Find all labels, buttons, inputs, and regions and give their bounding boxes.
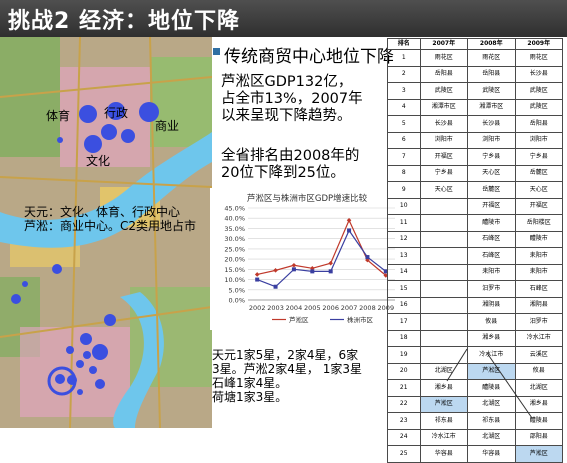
map-label-tiyu: 体育 <box>46 109 71 123</box>
y-tick-label: 40.0% <box>224 215 245 223</box>
table-row: 19 冷水江市 云溪区 <box>387 346 563 364</box>
table-row: 17 攸县 汨罗市 <box>387 313 563 331</box>
county-cell: 芦淞区 <box>419 395 468 413</box>
x-tick-label: 2006 <box>322 304 339 312</box>
header-2008: 2008年 <box>467 38 516 50</box>
y-tick-label: 25.0% <box>224 245 245 253</box>
x-tick-label: 2007 <box>341 304 358 312</box>
ranking-table: 排名 2007年 2008年 2009年 1 雨花区 雨花区 雨花区 2 岳阳县 岳阳县 长沙… <box>387 38 563 463</box>
y-tick-label: 20.0% <box>224 256 245 264</box>
table-row: 9 天心区 岳麓区 天心区 <box>387 181 563 199</box>
table-row: 25 华容县 华容县 芦淞区 <box>387 445 563 463</box>
hotel-stats-text: 天元1家5星，2家4星，6家 3星。芦淞2家4星， 1家3星 石峰1家4星。 荷… <box>212 348 362 404</box>
table-row: 14 耒阳市 耒阳市 <box>387 263 563 281</box>
rank-cell: 25 <box>387 445 421 463</box>
data-point <box>254 272 260 277</box>
data-point <box>291 262 297 268</box>
county-cell: 冷水江市 <box>514 329 563 347</box>
city-map: 体育 行政 商业 文化 天元：文化、体育、行政中心 芦淞：商业中心。C2类用地占… <box>0 37 212 428</box>
county-cell: 云溪区 <box>514 346 563 364</box>
data-point <box>365 255 370 260</box>
data-point <box>291 267 296 272</box>
data-point <box>328 269 333 274</box>
chart-title: 芦淞区与株洲市区GDP增速比较 <box>247 193 368 204</box>
x-tick-label: 2002 <box>249 304 266 312</box>
map-caption: 天元：文化、体育、行政中心 芦淞：商业中心。C2类用地占市 <box>24 205 197 233</box>
arrow-2008-2009 <box>486 352 533 419</box>
data-point <box>310 269 315 274</box>
data-point <box>273 268 278 273</box>
series-line <box>256 229 387 288</box>
x-tick-label: 2008 <box>359 304 376 312</box>
county-cell: 北湖区 <box>467 428 516 446</box>
map-image <box>0 37 212 428</box>
table-row: 22 芦淞区 北湖区 湘乡县 <box>387 395 563 413</box>
data-point <box>383 269 388 274</box>
paragraph-gdp: 芦淞区GDP132亿， 占全市13%，2007年 以来呈现下降趋势。 <box>221 74 363 124</box>
rank-arrows <box>446 348 533 419</box>
square-bullet-icon <box>213 48 220 55</box>
paragraph-ranking: 全省排名由2008年的 20位下降到25位。 <box>221 148 360 181</box>
map-label-xingzheng: 行政 <box>104 106 129 120</box>
data-point <box>347 228 352 233</box>
county-cell: 攸县 <box>514 362 563 380</box>
table-row: 10 开福区 开福区 <box>387 197 563 215</box>
x-tick-label: 2005 <box>304 304 321 312</box>
header-2009: 2009年 <box>514 38 563 50</box>
legend-label: 芦淞区 <box>289 315 309 324</box>
bullet-title: 传统商贸中心地位下降 <box>224 47 394 67</box>
data-point <box>255 277 260 282</box>
table-row: 16 湘阴县 湘阴县 <box>387 296 563 314</box>
slide-title: 挑战2 经济：地位下降 <box>8 9 240 34</box>
header-2007: 2007年 <box>419 38 468 50</box>
y-tick-label: 30.0% <box>224 235 245 243</box>
map-label-shangye: 商业 <box>155 119 180 133</box>
table-row: 18 湘乡县 冷水江市 <box>387 329 563 347</box>
y-tick-label: 45.0% <box>224 205 245 213</box>
county-cell: 华容县 <box>467 445 516 463</box>
county-cell: 冷水江市 <box>419 428 468 446</box>
rank-cell: 24 <box>387 428 421 446</box>
table-row: 20 北湖区 芦淞区 攸县 <box>387 362 563 380</box>
y-tick-label: 5.0% <box>228 286 245 294</box>
county-cell: 芦淞区 <box>467 362 516 380</box>
county-cell: 邵阳县 <box>514 428 563 446</box>
data-point <box>273 284 278 289</box>
x-tick-label: 2009 <box>378 304 395 312</box>
y-tick-label: 0.0% <box>228 297 245 305</box>
data-point <box>328 260 333 266</box>
county-cell: 芦淞区 <box>514 445 563 463</box>
header-rank: 排名 <box>387 38 421 50</box>
legend-label: 株洲市区 <box>347 315 374 324</box>
x-tick-label: 2004 <box>286 304 303 312</box>
title-bar: 挑战2 经济：地位下降 <box>0 0 567 37</box>
table-row: 4 湘潭市区 湘潭市区 武陵区 <box>387 98 563 116</box>
table-row: 23 祁东县 祁东县 醴陵县 <box>387 412 563 430</box>
county-cell: 华容县 <box>419 445 468 463</box>
gdp-growth-chart: 芦淞区与株洲市区GDP增速比较 0.0% 5.0% 10.0% 15.0% 20.0% 25… <box>210 188 405 330</box>
map-label-wenhua: 文化 <box>86 154 111 168</box>
y-tick-label: 35.0% <box>224 225 245 233</box>
y-tick-label: 15.0% <box>224 266 245 274</box>
x-tick-label: 2003 <box>267 304 284 312</box>
y-tick-label: 10.0% <box>224 276 245 284</box>
table-row: 2 岳阳县 岳阳县 长沙县 <box>387 65 563 83</box>
chart-svg: 芦淞区与株洲市区GDP增速比较 0.0% 5.0% 10.0% 15.0% 20.0% 25… <box>224 193 395 324</box>
table-row: 5 长沙县 长沙县 岳阳县 <box>387 115 563 133</box>
table-row: 24 冷水江市 北湖区 邵阳县 <box>387 428 563 446</box>
arrow-2007-2008 <box>446 348 468 382</box>
data-point <box>346 217 352 223</box>
table-header-row: 排名 2007年 2008年 2009年 <box>387 38 563 50</box>
table-row: 15 汨罗市 石峰区 <box>387 280 563 298</box>
table-row: 1 雨花区 雨花区 雨花区 <box>387 49 563 67</box>
